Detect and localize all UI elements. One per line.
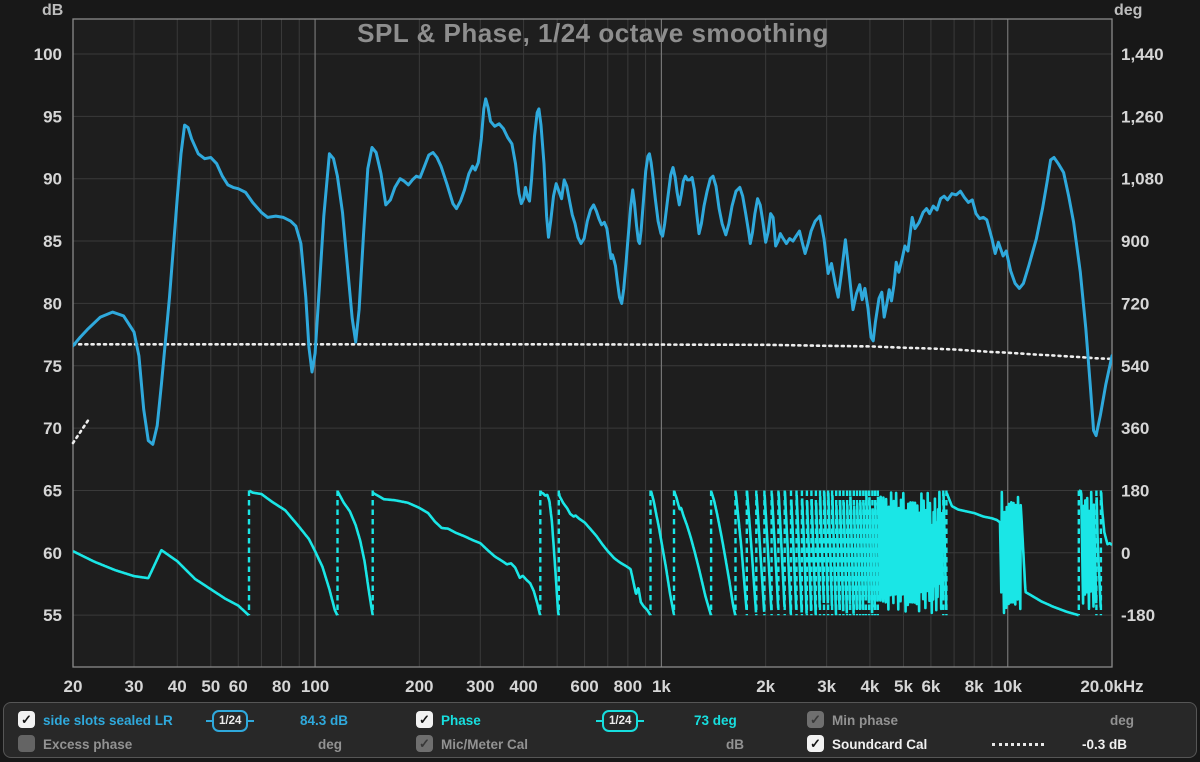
soundcard-cal-line-sample	[992, 743, 1044, 746]
cal-tail-dotted	[71, 417, 91, 445]
freq-tick-label: 5k	[894, 677, 913, 696]
db-tick-label: 55	[43, 606, 62, 625]
min-phase-checkbox[interactable]	[807, 711, 824, 728]
soundcard-cal-checkbox[interactable]	[807, 735, 824, 752]
excess-phase-label: Excess phase	[43, 737, 133, 752]
phase-checkbox[interactable]	[416, 711, 433, 728]
phase-smoothing-badge[interactable]: 1/24	[595, 710, 645, 732]
chart-title: SPL & Phase, 1/24 octave smoothing	[357, 18, 829, 48]
mic-meter-cal-unit: dB	[726, 737, 744, 752]
excess-phase-checkbox[interactable]	[18, 735, 35, 752]
spl-curve	[73, 97, 1112, 446]
mic-meter-cal-label: Mic/Meter Cal	[441, 737, 529, 752]
db-tick-label: 100	[34, 45, 62, 64]
freq-tick-label: 20	[64, 677, 83, 696]
freq-tick-label: 4k	[860, 677, 879, 696]
db-tick-label: 70	[43, 419, 62, 438]
min-phase-unit: deg	[1110, 713, 1135, 728]
db-tick-label: 75	[43, 357, 62, 376]
excess-phase-unit: deg	[318, 737, 343, 752]
deg-tick-label: 1,260	[1121, 107, 1164, 126]
db-tick-label: 80	[43, 294, 62, 313]
left-axis-unit-label: dB	[42, 2, 64, 19]
freq-tick-label: 1k	[652, 677, 671, 696]
freq-tick-label: 50	[201, 677, 220, 696]
db-tick-label: 85	[43, 232, 62, 251]
phase-label[interactable]: Phase	[441, 713, 481, 728]
freq-tick-label: 200	[405, 677, 433, 696]
deg-tick-label: 1,440	[1121, 45, 1164, 64]
freq-tick-label: 60	[229, 677, 248, 696]
freq-tick-label: 800	[614, 677, 642, 696]
freq-tick-label: 100	[301, 677, 329, 696]
freq-tick-label: 8k	[965, 677, 984, 696]
soundcard-cal-label: Soundcard Cal	[832, 737, 928, 752]
freq-tick-label: 10k	[994, 677, 1023, 696]
mic-meter-cal-checkbox[interactable]	[416, 735, 433, 752]
freq-tick-label: 600	[570, 677, 598, 696]
measurement-checkbox[interactable]	[18, 711, 35, 728]
measurement-label[interactable]: side slots sealed LR	[43, 713, 173, 728]
axis-tick-labels: 20 30 40 50 60 80 100 200 300 400 600 800 1k 2k 3k 4k 5k…	[34, 45, 1164, 696]
phase-value: 73 deg	[694, 713, 737, 728]
deg-tick-label: 720	[1121, 294, 1149, 313]
freq-tick-label: 40	[168, 677, 187, 696]
measurement-smoothing-badge[interactable]: 1/24	[205, 710, 255, 732]
deg-tick-label: 540	[1121, 357, 1149, 376]
deg-tick-label: 1,080	[1121, 170, 1164, 189]
db-tick-label: 65	[43, 481, 62, 500]
freq-tick-label: 20.0kHz	[1080, 677, 1143, 696]
right-axis-unit-label: deg	[1114, 2, 1143, 19]
gridlines-minor	[72, 19, 1113, 667]
spl-phase-chart[interactable]: 20 30 40 50 60 80 100 200 300 400 600 800 1k 2k 3k 4k 5k…	[0, 0, 1200, 702]
deg-tick-label: -180	[1121, 606, 1155, 625]
freq-tick-label: 80	[272, 677, 291, 696]
measurement-value: 84.3 dB	[300, 713, 349, 728]
legend-panel: side slots sealed LR 1/24 84.3 dB Phase …	[3, 702, 1197, 758]
phase-curve	[73, 489, 1112, 617]
deg-tick-label: 180	[1121, 481, 1149, 500]
curves	[73, 97, 1112, 617]
freq-tick-label: 30	[125, 677, 144, 696]
deg-tick-label: 0	[1121, 544, 1130, 563]
freq-tick-label: 300	[466, 677, 494, 696]
freq-tick-label: 2k	[756, 677, 775, 696]
db-tick-label: 60	[43, 544, 62, 563]
db-tick-label: 90	[43, 170, 62, 189]
deg-tick-label: 900	[1121, 232, 1149, 251]
freq-tick-label: 400	[509, 677, 537, 696]
deg-tick-label: 360	[1121, 419, 1149, 438]
soundcard-cal-value: -0.3 dB	[1082, 737, 1128, 752]
freq-tick-label: 6k	[921, 677, 940, 696]
freq-tick-label: 3k	[817, 677, 836, 696]
soundcard-cal-curve	[73, 343, 1112, 361]
db-tick-label: 95	[43, 107, 62, 126]
min-phase-label: Min phase	[832, 713, 899, 728]
